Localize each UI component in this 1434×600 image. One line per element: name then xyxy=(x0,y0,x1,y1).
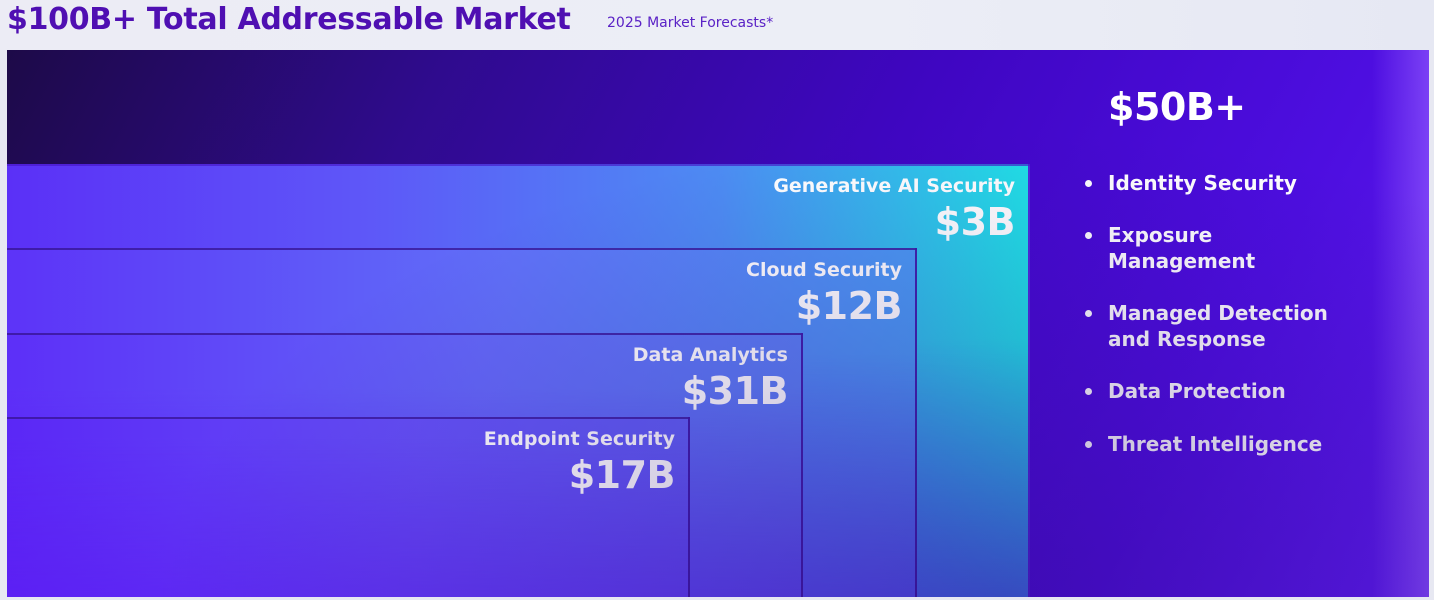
bullet-dot-icon xyxy=(1085,310,1092,317)
header-bar: $100B+ Total Addressable Market 2025 Mar… xyxy=(0,0,1434,50)
list-item-label: Identity Security xyxy=(1108,171,1297,195)
bullet-dot-icon xyxy=(1085,441,1092,448)
segment-name-generative-ai-security: Generative AI Security xyxy=(773,175,1015,197)
list-item-label: Exposure Management xyxy=(1108,223,1256,273)
page-subtitle: 2025 Market Forecasts* xyxy=(607,15,774,31)
list-item-label: Managed Detection and Response xyxy=(1108,301,1328,351)
segment-value-generative-ai-security: $3B xyxy=(934,200,1016,244)
segment-name-cloud-security: Cloud Security xyxy=(746,259,902,281)
other-markets-total: $50B+ xyxy=(1108,85,1246,129)
bullet-dot-icon xyxy=(1085,180,1092,187)
list-item-label: Data Protection xyxy=(1108,379,1286,403)
list-item-label: Threat Intelligence xyxy=(1108,432,1323,456)
segment-value-cloud-security: $12B xyxy=(795,284,903,328)
segment-box-endpoint-security: Endpoint Security $17B xyxy=(7,417,690,597)
bullet-dot-icon xyxy=(1085,388,1092,395)
market-panel: Generative AI Security $3B Cloud Securit… xyxy=(7,50,1429,597)
segment-value-endpoint-security: $17B xyxy=(568,453,676,497)
page-title: $100B+ Total Addressable Market xyxy=(7,2,571,37)
segment-name-endpoint-security: Endpoint Security xyxy=(483,428,675,450)
bullet-dot-icon xyxy=(1085,232,1092,239)
segment-value-data-analytics: $31B xyxy=(681,369,789,413)
segment-name-data-analytics: Data Analytics xyxy=(632,344,788,366)
